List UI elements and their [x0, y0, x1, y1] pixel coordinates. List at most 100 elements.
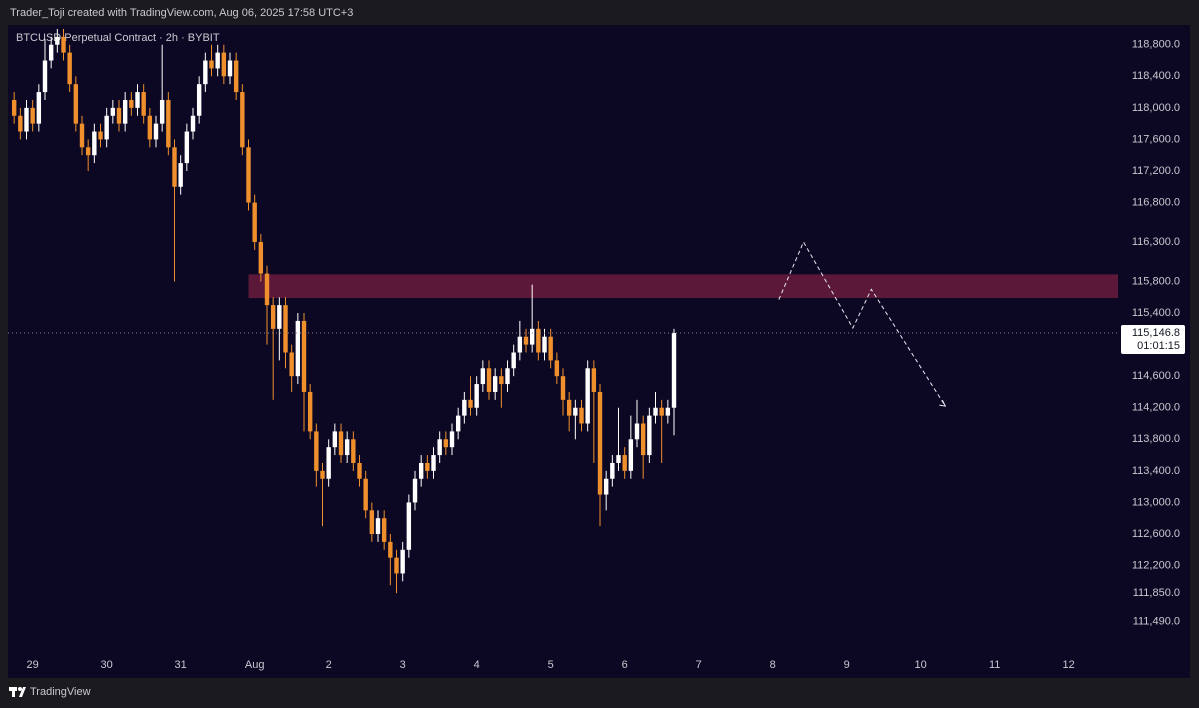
- candle-body: [240, 92, 245, 148]
- candle-body: [369, 510, 375, 534]
- candle-body: [301, 320, 307, 392]
- candle-body: [116, 107, 122, 124]
- x-tick-label: Aug: [245, 659, 265, 671]
- candle-body: [344, 439, 350, 456]
- candle-body: [270, 305, 276, 329]
- candle-body: [326, 447, 331, 479]
- x-tick-label: 11: [989, 659, 1000, 671]
- y-tick-label: 118,400.0: [1132, 70, 1180, 82]
- candle-body: [560, 376, 566, 400]
- candle-body: [610, 462, 615, 479]
- candle-body: [55, 36, 60, 45]
- y-tick-label: 115,800.0: [1132, 275, 1180, 287]
- candle-body: [307, 391, 313, 432]
- candle-body: [536, 328, 541, 353]
- candle-body: [529, 328, 535, 345]
- candle-body: [628, 439, 634, 471]
- candle-body: [141, 92, 146, 116]
- candle-body: [573, 407, 578, 416]
- y-tick-label: 114,200.0: [1132, 402, 1180, 414]
- x-tick-label: 6: [622, 659, 628, 671]
- x-tick-label: 30: [101, 659, 113, 671]
- x-tick-label: 9: [844, 659, 850, 671]
- candle-body: [221, 52, 227, 77]
- candle-body: [449, 431, 455, 448]
- candle-body: [190, 115, 196, 132]
- candle-body: [122, 99, 128, 124]
- y-tick-label: 117,600.0: [1132, 133, 1180, 145]
- projection-arrow: [939, 399, 947, 407]
- candle-body: [585, 368, 590, 424]
- candle-body: [30, 107, 35, 124]
- y-tick-label: 114,600.0: [1132, 370, 1180, 382]
- candle-body: [597, 391, 603, 495]
- candle-body: [591, 368, 597, 392]
- candle-body: [264, 273, 270, 306]
- candle-body: [671, 333, 677, 408]
- candle-body: [159, 99, 165, 124]
- candle-body: [36, 92, 42, 124]
- candle-body: [634, 423, 640, 440]
- y-tick-label: 111,850.0: [1133, 587, 1180, 599]
- candle-body: [462, 399, 467, 416]
- candle-body: [166, 99, 171, 148]
- x-tick-label: 8: [770, 659, 776, 671]
- logo: [9, 687, 26, 697]
- footer-brand: TradingView: [30, 686, 91, 698]
- candle-body: [314, 431, 319, 471]
- candle-body: [653, 407, 658, 416]
- y-tick-label: 115,400.0: [1132, 307, 1180, 319]
- candle-body: [24, 107, 29, 132]
- candle-body: [431, 455, 436, 471]
- candle-body: [73, 84, 79, 124]
- y-tick-label: 113,800.0: [1132, 433, 1180, 445]
- candle-body: [659, 407, 664, 416]
- x-tick-label: 2: [326, 659, 332, 671]
- x-tick-label: 3: [400, 659, 406, 671]
- candle-body: [11, 99, 17, 116]
- candle-body: [394, 557, 399, 574]
- candle-body: [110, 107, 116, 116]
- candle-body: [295, 320, 301, 377]
- candle-body: [375, 518, 381, 534]
- candle-body: [579, 407, 584, 424]
- candle-body: [400, 549, 405, 574]
- candle-body: [283, 305, 288, 353]
- candle-body: [511, 352, 516, 369]
- x-tick-label: 10: [915, 659, 927, 671]
- candle-body: [505, 368, 510, 385]
- candle-body: [363, 478, 368, 511]
- candle-body: [517, 336, 523, 353]
- candle-body: [320, 470, 325, 479]
- x-tick-label: 12: [1063, 659, 1075, 671]
- candle-body: [480, 368, 486, 385]
- countdown-label: 01:01:15: [1137, 340, 1180, 352]
- candle-body: [227, 60, 233, 77]
- candle-body: [616, 455, 621, 463]
- candle-body: [640, 423, 646, 456]
- candle-body: [437, 439, 442, 456]
- candle-body: [209, 60, 214, 69]
- y-tick-label: 118,800.0: [1132, 39, 1180, 51]
- candle-body: [79, 123, 85, 148]
- last-price-label: 115,146.8: [1132, 327, 1180, 339]
- resistance-zone: [248, 274, 1118, 299]
- candle-body: [603, 478, 609, 495]
- candle-body: [289, 352, 294, 377]
- candle-body: [542, 336, 547, 353]
- y-tick-label: 112,200.0: [1132, 559, 1180, 571]
- last-price-box: [1121, 325, 1185, 355]
- candle-body: [129, 99, 134, 108]
- y-tick-label: 113,000.0: [1132, 496, 1180, 508]
- candle-body: [357, 462, 362, 479]
- candle-body: [406, 502, 412, 550]
- candle-body: [104, 115, 109, 140]
- candle-body: [172, 147, 177, 187]
- candle-body: [492, 376, 498, 392]
- x-tick-label: 4: [474, 659, 480, 671]
- symbol-title: BTCUSD Perpetual Contract · 2h · BYBIT: [16, 32, 220, 44]
- candle-body: [246, 147, 251, 203]
- candle-body: [42, 60, 48, 93]
- y-tick-label: 116,800.0: [1132, 196, 1180, 208]
